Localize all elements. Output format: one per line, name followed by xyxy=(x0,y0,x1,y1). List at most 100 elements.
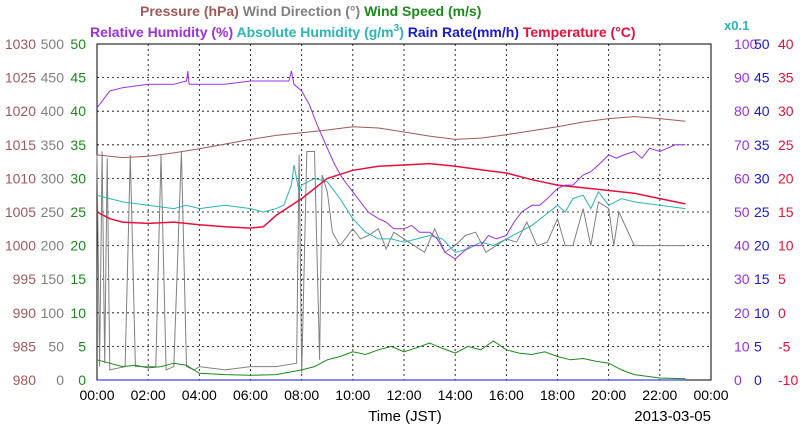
legend-superscript: 3 xyxy=(394,23,400,34)
x-tick-label: 16:00 xyxy=(489,387,524,403)
multiplier-label: x0.1 xyxy=(724,18,749,33)
tick-label-wind-direction: 400 xyxy=(41,103,65,119)
tick-label-relative-humidity: 70 xyxy=(734,137,750,153)
legend-entry: Wind Speed (m/s) xyxy=(360,3,481,19)
series-line-wind-direction xyxy=(96,151,686,374)
x-tick-label: 02:00 xyxy=(131,387,166,403)
axes-layer: 1030102510201015101010051000995990985980… xyxy=(5,36,799,403)
tick-label-wind-direction: 500 xyxy=(41,36,65,52)
tick-label-pressure: 1025 xyxy=(5,70,36,86)
tick-label-relative-humidity: 100 xyxy=(734,36,758,52)
series-line-pressure-hpa xyxy=(96,116,686,159)
tick-label-wind-speed: 0 xyxy=(78,372,86,388)
tick-label-relative-humidity: 60 xyxy=(734,170,750,186)
tick-label-pressure: 990 xyxy=(13,305,37,321)
tick-label-pressure: 995 xyxy=(13,271,37,287)
x-tick-label: 18:00 xyxy=(540,387,575,403)
series-line-temperature-c xyxy=(96,162,686,229)
date-label: 2013-03-05 xyxy=(634,408,711,425)
x-tick-label: 08:00 xyxy=(284,387,319,403)
x-tick-label: 04:00 xyxy=(182,387,217,403)
tick-label-wind-direction: 0 xyxy=(56,372,64,388)
tick-label-temperature: 40 xyxy=(778,36,794,52)
tick-label-rain-rate: 10 xyxy=(754,305,770,321)
tick-label-pressure: 985 xyxy=(13,338,37,354)
tick-label-pressure: 980 xyxy=(13,372,37,388)
tick-label-wind-direction: 350 xyxy=(41,137,65,153)
series-layer xyxy=(96,70,686,381)
tick-label-wind-direction: 300 xyxy=(41,170,65,186)
x-tick-label: 06:00 xyxy=(233,387,268,403)
tick-label-relative-humidity: 10 xyxy=(734,338,750,354)
tick-label-temperature: 20 xyxy=(778,170,794,186)
tick-label-rain-rate: 35 xyxy=(754,137,770,153)
legend: Pressure (hPa) Wind Direction (°) Wind S… xyxy=(90,3,749,40)
x-tick-label: 22:00 xyxy=(642,387,677,403)
tick-label-rain-rate: 25 xyxy=(754,204,770,220)
tick-label-wind-speed: 10 xyxy=(70,305,86,321)
tick-label-rain-rate: 0 xyxy=(754,372,762,388)
tick-label-pressure: 1020 xyxy=(5,103,36,119)
tick-label-pressure: 1015 xyxy=(5,137,36,153)
tick-label-relative-humidity: 50 xyxy=(734,204,750,220)
tick-label-wind-speed: 45 xyxy=(70,70,86,86)
tick-label-rain-rate: 15 xyxy=(754,271,770,287)
series-line-wind-speed-m-s xyxy=(96,340,686,380)
x-tick-label: 20:00 xyxy=(591,387,626,403)
tick-label-temperature: 5 xyxy=(778,271,786,287)
tick-label-temperature: 25 xyxy=(778,137,794,153)
tick-label-rain-rate: 30 xyxy=(754,170,770,186)
series-line-absolute-humidity-g-m xyxy=(96,164,686,253)
x-tick-label: 00:00 xyxy=(79,387,114,403)
tick-label-temperature: 35 xyxy=(778,70,794,86)
tick-label-wind-direction: 200 xyxy=(41,238,65,254)
tick-label-wind-direction: 100 xyxy=(41,305,65,321)
x-axis-label: Time (JST) xyxy=(368,408,442,425)
legend-entry: Rain Rate(mm/h) xyxy=(404,24,519,40)
tick-label-relative-humidity: 30 xyxy=(734,271,750,287)
tick-label-rain-rate: 50 xyxy=(754,36,770,52)
legend-row1: Pressure (hPa) Wind Direction (°) Wind S… xyxy=(140,3,481,19)
legend-entry: Relative Humidity (%) xyxy=(90,24,233,40)
tick-label-relative-humidity: 80 xyxy=(734,103,750,119)
tick-label-wind-speed: 40 xyxy=(70,103,86,119)
tick-label-temperature: 30 xyxy=(778,103,794,119)
tick-label-wind-speed: 50 xyxy=(70,36,86,52)
x-tick-label: 00:00 xyxy=(693,387,728,403)
tick-label-rain-rate: 45 xyxy=(754,70,770,86)
tick-label-wind-speed: 30 xyxy=(70,170,86,186)
tick-label-wind-speed: 5 xyxy=(78,338,86,354)
legend-close: ) xyxy=(399,24,404,40)
tick-label-wind-direction: 150 xyxy=(41,271,65,287)
legend-entry: Wind Direction (°) xyxy=(239,3,360,19)
legend-entry: Temperature (°C) xyxy=(519,24,636,40)
tick-label-rain-rate: 40 xyxy=(754,103,770,119)
tick-label-relative-humidity: 40 xyxy=(734,238,750,254)
tick-label-wind-direction: 50 xyxy=(48,338,64,354)
tick-label-temperature: -10 xyxy=(778,372,798,388)
tick-label-rain-rate: 5 xyxy=(754,338,762,354)
legend-entry: Pressure (hPa) xyxy=(140,3,239,19)
tick-label-relative-humidity: 0 xyxy=(734,372,742,388)
tick-label-pressure: 1000 xyxy=(5,238,36,254)
tick-label-temperature: 0 xyxy=(778,305,786,321)
tick-label-pressure: 1010 xyxy=(5,170,36,186)
tick-label-wind-direction: 450 xyxy=(41,70,65,86)
tick-label-wind-speed: 25 xyxy=(70,204,86,220)
legend-row2: Relative Humidity (%) Absolute Humidity … xyxy=(90,23,636,40)
legend-entry: Absolute Humidity (g/m xyxy=(233,24,393,40)
tick-label-pressure: 1005 xyxy=(5,204,36,220)
tick-label-wind-speed: 20 xyxy=(70,238,86,254)
x-tick-label: 12:00 xyxy=(386,387,421,403)
x-tick-label: 10:00 xyxy=(335,387,370,403)
tick-label-rain-rate: 20 xyxy=(754,238,770,254)
tick-label-relative-humidity: 20 xyxy=(734,305,750,321)
tick-label-temperature: -5 xyxy=(778,338,791,354)
tick-label-wind-speed: 35 xyxy=(70,137,86,153)
tick-label-wind-speed: 15 xyxy=(70,271,86,287)
tick-label-temperature: 15 xyxy=(778,204,794,220)
tick-label-relative-humidity: 90 xyxy=(734,70,750,86)
tick-label-pressure: 1030 xyxy=(5,36,36,52)
tick-label-temperature: 10 xyxy=(778,238,794,254)
